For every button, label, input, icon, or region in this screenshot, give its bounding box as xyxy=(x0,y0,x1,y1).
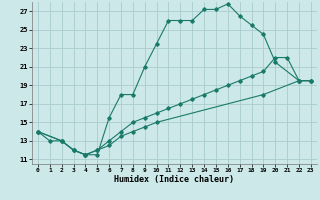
X-axis label: Humidex (Indice chaleur): Humidex (Indice chaleur) xyxy=(115,175,234,184)
